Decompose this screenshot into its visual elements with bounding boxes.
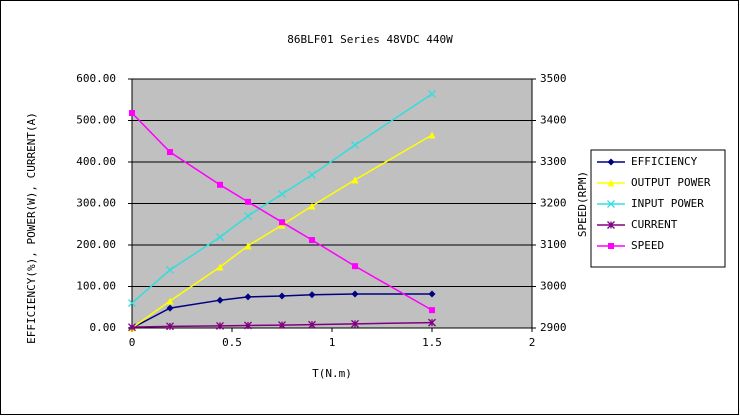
series-line bbox=[131, 134, 433, 329]
data-point bbox=[244, 211, 252, 220]
legend-marker bbox=[607, 221, 615, 229]
data-point bbox=[428, 318, 436, 327]
legend-label: SPEED bbox=[631, 239, 664, 252]
x-tick-label: 1 bbox=[329, 336, 336, 349]
data-point bbox=[428, 131, 436, 139]
data-point bbox=[309, 237, 315, 244]
data-point bbox=[244, 293, 252, 301]
data-point bbox=[217, 181, 223, 188]
data-point bbox=[308, 320, 316, 329]
data-point bbox=[278, 321, 286, 330]
series-line bbox=[131, 321, 433, 328]
data-point bbox=[244, 242, 252, 250]
data-point bbox=[351, 319, 359, 328]
data-point bbox=[216, 296, 224, 304]
y-tick-label: 100.00 bbox=[76, 280, 116, 293]
x-tick-label: 0.5 bbox=[222, 336, 242, 349]
legend-marker bbox=[607, 158, 615, 166]
data-point bbox=[244, 321, 252, 330]
legend-label: EFFICIENCY bbox=[631, 155, 698, 168]
series-line bbox=[131, 112, 433, 311]
data-point bbox=[166, 304, 174, 312]
data-point bbox=[352, 263, 358, 270]
data-point bbox=[129, 110, 135, 117]
data-point bbox=[428, 89, 436, 98]
y2-tick-label: 3000 bbox=[540, 280, 567, 293]
y-axis-label: EFFICIENCY(%), POWER(W), CURRENT(A) bbox=[25, 112, 38, 344]
y-tick-label: 500.00 bbox=[76, 114, 116, 127]
y-tick-label: 200.00 bbox=[76, 238, 116, 251]
data-point bbox=[166, 297, 174, 305]
data-point bbox=[128, 323, 136, 332]
x-axis-label: T(N.m) bbox=[312, 367, 352, 380]
x-tick-label: 0 bbox=[129, 336, 136, 349]
legend-marker bbox=[608, 243, 614, 249]
data-point bbox=[245, 198, 251, 205]
data-point bbox=[308, 202, 316, 210]
data-point bbox=[216, 233, 224, 242]
data-point bbox=[351, 176, 359, 184]
legend-label: INPUT POWER bbox=[631, 197, 704, 210]
data-point bbox=[216, 263, 224, 271]
legend-label: CURRENT bbox=[631, 218, 678, 231]
y-tick-label: 300.00 bbox=[76, 197, 116, 210]
data-point bbox=[128, 299, 136, 308]
y2-axis-label: SPEED(RPM) bbox=[576, 171, 589, 237]
data-point bbox=[429, 307, 435, 314]
data-point bbox=[166, 265, 174, 274]
y-tick-label: 600.00 bbox=[76, 72, 116, 85]
data-point bbox=[351, 141, 359, 149]
y2-tick-label: 3100 bbox=[540, 238, 567, 251]
y2-tick-label: 3500 bbox=[540, 72, 567, 85]
data-point bbox=[278, 189, 286, 198]
data-point bbox=[278, 292, 286, 300]
y2-tick-label: 2900 bbox=[540, 321, 567, 334]
y-tick-label: 400.00 bbox=[76, 155, 116, 168]
data-point bbox=[216, 321, 224, 330]
data-point bbox=[166, 322, 174, 331]
legend-label: OUTPUT POWER bbox=[631, 176, 711, 189]
data-point bbox=[428, 290, 436, 298]
y2-tick-label: 3200 bbox=[540, 197, 567, 210]
y2-tick-label: 3300 bbox=[540, 155, 567, 168]
x-tick-label: 1.5 bbox=[422, 336, 442, 349]
chart-title: 86BLF01 Series 48VDC 440W bbox=[287, 33, 453, 46]
legend-marker bbox=[607, 200, 615, 208]
y-tick-label: 0.00 bbox=[90, 321, 117, 334]
data-point bbox=[279, 219, 285, 226]
data-point bbox=[308, 291, 316, 299]
x-tick-label: 2 bbox=[529, 336, 536, 349]
data-point bbox=[167, 149, 173, 156]
series-line bbox=[131, 93, 433, 304]
y2-tick-label: 3400 bbox=[540, 114, 567, 127]
legend-marker bbox=[607, 179, 615, 187]
series-line bbox=[131, 293, 432, 329]
data-point bbox=[351, 290, 359, 298]
data-point bbox=[308, 170, 316, 179]
